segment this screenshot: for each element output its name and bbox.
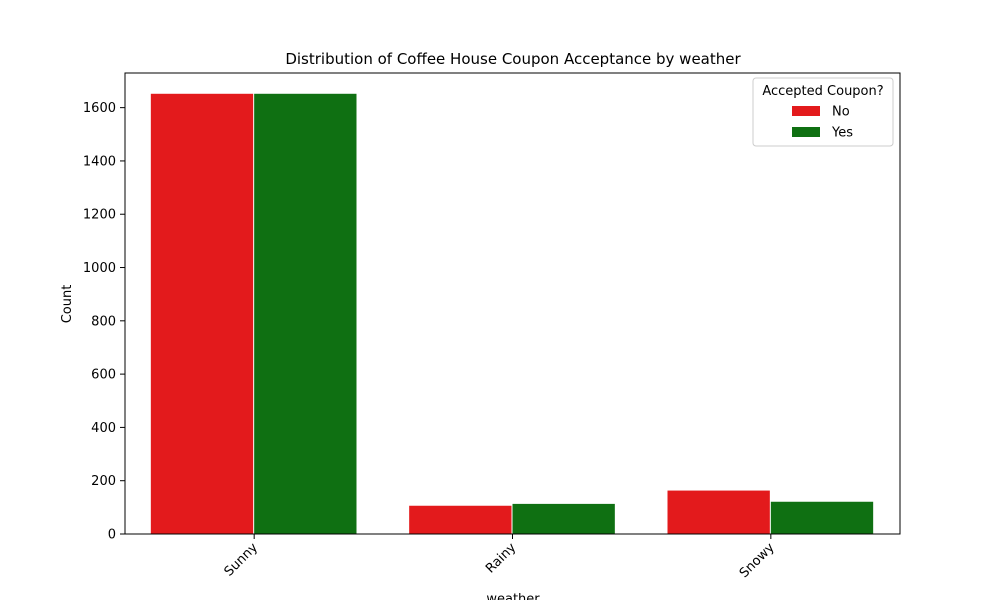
- y-tick-label: 800: [91, 314, 116, 329]
- legend-swatch-yes: [792, 127, 820, 137]
- bar-rainy-no: [409, 505, 512, 534]
- legend-title: Accepted Coupon?: [762, 84, 883, 99]
- bar-rainy-yes: [512, 503, 615, 534]
- x-tick-label-sunny: Sunny: [222, 540, 262, 580]
- x-tick-label-rainy: Rainy: [483, 540, 519, 576]
- bars-group: [150, 93, 874, 534]
- y-tick-label: 400: [91, 421, 116, 436]
- legend-box: [752, 77, 894, 147]
- legend: Accepted Coupon? No Yes: [752, 77, 894, 147]
- legend-label-yes: Yes: [831, 126, 853, 141]
- y-tick-label: 0: [108, 528, 116, 543]
- y-axis-label: Count: [60, 285, 75, 324]
- bar-sunny-yes: [254, 93, 357, 534]
- plot-frame: [124, 72, 901, 535]
- y-tick-label: 1200: [83, 208, 116, 223]
- bar-sunny-no: [150, 93, 254, 534]
- y-tick-label: 200: [91, 474, 116, 489]
- y-tick-label: 1000: [83, 261, 116, 276]
- y-tick-label: 1400: [83, 154, 116, 169]
- y-tick-label: 1600: [83, 101, 116, 116]
- y-tick-label: 600: [91, 368, 116, 383]
- legend-label-no: No: [832, 105, 850, 120]
- x-axis: Sunny Rainy Snowy: [222, 534, 778, 581]
- bar-snowy-no: [667, 490, 770, 534]
- legend-swatch-no: [792, 106, 820, 116]
- bar-snowy-yes: [770, 501, 874, 534]
- y-axis: 0 200 400 600 800 1000 1200 1400 1600: [83, 101, 125, 543]
- x-axis-label: weather: [486, 592, 540, 600]
- chart-title: Distribution of Coffee House Coupon Acce…: [285, 50, 741, 68]
- x-tick-label-snowy: Snowy: [737, 540, 778, 581]
